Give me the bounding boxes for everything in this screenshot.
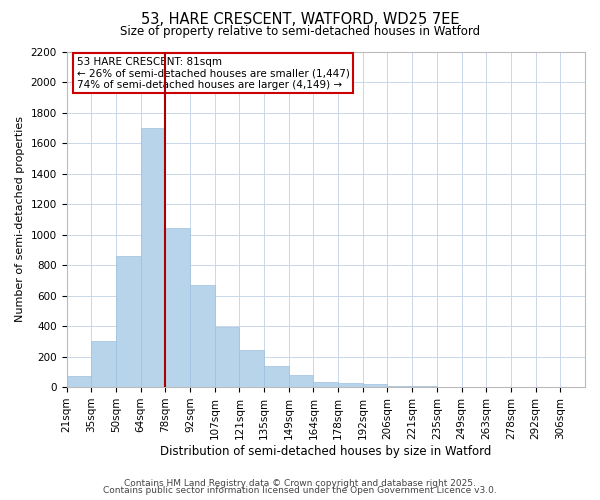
- Text: Contains public sector information licensed under the Open Government Licence v3: Contains public sector information licen…: [103, 486, 497, 495]
- Bar: [289, 375, 313, 387]
- Bar: [215, 327, 239, 387]
- Bar: [338, 384, 363, 387]
- Bar: [116, 256, 140, 387]
- Bar: [67, 376, 91, 387]
- Bar: [190, 285, 215, 387]
- Bar: [363, 384, 388, 387]
- Bar: [140, 128, 165, 387]
- Text: Contains HM Land Registry data © Crown copyright and database right 2025.: Contains HM Land Registry data © Crown c…: [124, 478, 476, 488]
- Text: 53 HARE CRESCENT: 81sqm
← 26% of semi-detached houses are smaller (1,447)
74% of: 53 HARE CRESCENT: 81sqm ← 26% of semi-de…: [77, 56, 350, 90]
- Y-axis label: Number of semi-detached properties: Number of semi-detached properties: [15, 116, 25, 322]
- Text: Size of property relative to semi-detached houses in Watford: Size of property relative to semi-detach…: [120, 25, 480, 38]
- Bar: [388, 386, 412, 387]
- X-axis label: Distribution of semi-detached houses by size in Watford: Distribution of semi-detached houses by …: [160, 444, 491, 458]
- Bar: [91, 340, 116, 387]
- Bar: [412, 386, 437, 387]
- Bar: [165, 228, 190, 387]
- Text: 53, HARE CRESCENT, WATFORD, WD25 7EE: 53, HARE CRESCENT, WATFORD, WD25 7EE: [141, 12, 459, 28]
- Bar: [239, 350, 264, 387]
- Bar: [264, 366, 289, 387]
- Bar: [313, 382, 338, 387]
